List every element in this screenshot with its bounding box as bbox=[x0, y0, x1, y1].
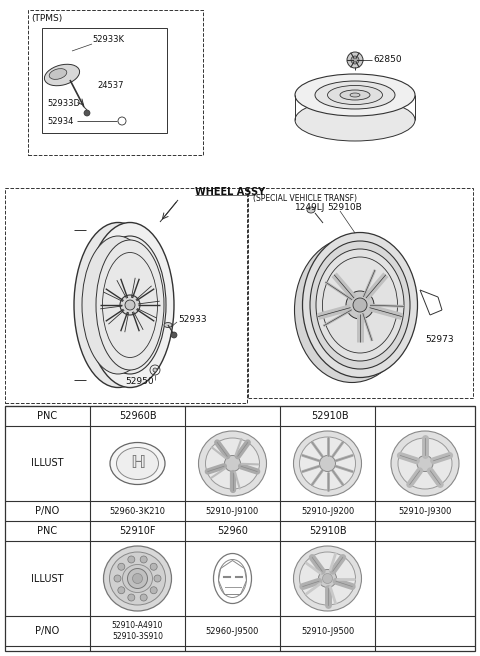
Text: (SPECIAL VEHICLE TRANSF): (SPECIAL VEHICLE TRANSF) bbox=[253, 194, 357, 203]
Text: 1249LJ: 1249LJ bbox=[295, 203, 325, 213]
Bar bbox=[248, 188, 473, 398]
Circle shape bbox=[225, 455, 240, 472]
Ellipse shape bbox=[293, 546, 361, 611]
Circle shape bbox=[347, 52, 363, 68]
Circle shape bbox=[140, 594, 147, 601]
Circle shape bbox=[140, 556, 147, 563]
Circle shape bbox=[150, 564, 157, 570]
Text: (TPMS): (TPMS) bbox=[31, 14, 62, 22]
Circle shape bbox=[153, 368, 157, 372]
Circle shape bbox=[154, 575, 161, 582]
Text: PNC: PNC bbox=[37, 526, 58, 536]
Ellipse shape bbox=[199, 431, 266, 496]
Circle shape bbox=[128, 569, 147, 588]
Text: 52933K: 52933K bbox=[92, 35, 124, 45]
Circle shape bbox=[132, 573, 143, 583]
Circle shape bbox=[84, 110, 90, 116]
Ellipse shape bbox=[104, 546, 171, 611]
Ellipse shape bbox=[350, 93, 360, 97]
Circle shape bbox=[346, 291, 374, 319]
Ellipse shape bbox=[300, 437, 356, 490]
Circle shape bbox=[128, 594, 135, 601]
Ellipse shape bbox=[45, 64, 80, 86]
Text: 52960: 52960 bbox=[217, 526, 248, 536]
Ellipse shape bbox=[310, 241, 410, 369]
Ellipse shape bbox=[82, 236, 154, 374]
Ellipse shape bbox=[295, 237, 409, 382]
Text: 52910-J9100: 52910-J9100 bbox=[206, 506, 259, 516]
Text: ILLUST: ILLUST bbox=[31, 459, 64, 468]
Circle shape bbox=[417, 455, 433, 472]
Circle shape bbox=[120, 295, 140, 315]
Text: P/NO: P/NO bbox=[36, 626, 60, 636]
Circle shape bbox=[353, 298, 367, 312]
Text: 52910-A4910
52910-3S910: 52910-A4910 52910-3S910 bbox=[112, 621, 163, 641]
Ellipse shape bbox=[398, 438, 452, 489]
Circle shape bbox=[323, 573, 333, 583]
Ellipse shape bbox=[295, 99, 415, 141]
Text: PNC: PNC bbox=[37, 411, 58, 421]
Ellipse shape bbox=[122, 565, 153, 592]
Text: 62850: 62850 bbox=[373, 56, 402, 64]
Text: 52950: 52950 bbox=[126, 377, 154, 386]
Text: ILLUST: ILLUST bbox=[31, 573, 64, 583]
Ellipse shape bbox=[94, 236, 166, 374]
Bar bbox=[42, 28, 167, 133]
Circle shape bbox=[319, 569, 336, 588]
Text: 52960B: 52960B bbox=[119, 411, 156, 421]
Ellipse shape bbox=[205, 438, 260, 489]
Text: P/NO: P/NO bbox=[36, 506, 60, 516]
Text: 52910F: 52910F bbox=[119, 526, 156, 536]
Circle shape bbox=[320, 455, 336, 472]
Ellipse shape bbox=[96, 240, 164, 370]
Ellipse shape bbox=[117, 447, 158, 480]
Ellipse shape bbox=[315, 81, 395, 109]
Ellipse shape bbox=[391, 431, 459, 496]
Bar bbox=[28, 10, 203, 155]
Text: 52910B: 52910B bbox=[327, 203, 362, 213]
Text: 24537: 24537 bbox=[97, 81, 123, 91]
Ellipse shape bbox=[302, 232, 418, 377]
Text: 52960-3K210: 52960-3K210 bbox=[109, 506, 166, 516]
Bar bbox=[5, 188, 247, 403]
Circle shape bbox=[171, 332, 177, 338]
Text: WHEEL ASSY: WHEEL ASSY bbox=[195, 187, 265, 197]
Text: 52933: 52933 bbox=[178, 316, 206, 325]
Text: ℍ: ℍ bbox=[130, 455, 145, 472]
Ellipse shape bbox=[300, 552, 356, 605]
Ellipse shape bbox=[164, 323, 172, 327]
Text: 52934: 52934 bbox=[47, 117, 73, 125]
Ellipse shape bbox=[49, 69, 67, 79]
Circle shape bbox=[118, 564, 125, 570]
Text: 52973: 52973 bbox=[425, 335, 454, 344]
Circle shape bbox=[150, 586, 157, 594]
Ellipse shape bbox=[340, 90, 370, 100]
Circle shape bbox=[351, 56, 359, 64]
Text: 52960-J9500: 52960-J9500 bbox=[206, 626, 259, 636]
Ellipse shape bbox=[307, 207, 315, 213]
Circle shape bbox=[118, 586, 125, 594]
Ellipse shape bbox=[74, 222, 162, 388]
Circle shape bbox=[128, 556, 135, 563]
Ellipse shape bbox=[293, 431, 361, 496]
Text: 52910B: 52910B bbox=[309, 526, 346, 536]
Text: 52910B: 52910B bbox=[311, 411, 349, 421]
Ellipse shape bbox=[316, 249, 404, 361]
Ellipse shape bbox=[110, 443, 165, 485]
Ellipse shape bbox=[86, 222, 174, 388]
Bar bbox=[5, 406, 475, 651]
Ellipse shape bbox=[109, 552, 166, 605]
Circle shape bbox=[114, 575, 121, 582]
Text: 52910-J9200: 52910-J9200 bbox=[301, 506, 354, 516]
Text: 52933D: 52933D bbox=[47, 98, 80, 108]
Ellipse shape bbox=[327, 85, 383, 104]
Ellipse shape bbox=[295, 74, 415, 116]
Text: 52910-J9300: 52910-J9300 bbox=[398, 506, 452, 516]
Text: 52910-J9500: 52910-J9500 bbox=[301, 626, 354, 636]
Circle shape bbox=[125, 300, 135, 310]
